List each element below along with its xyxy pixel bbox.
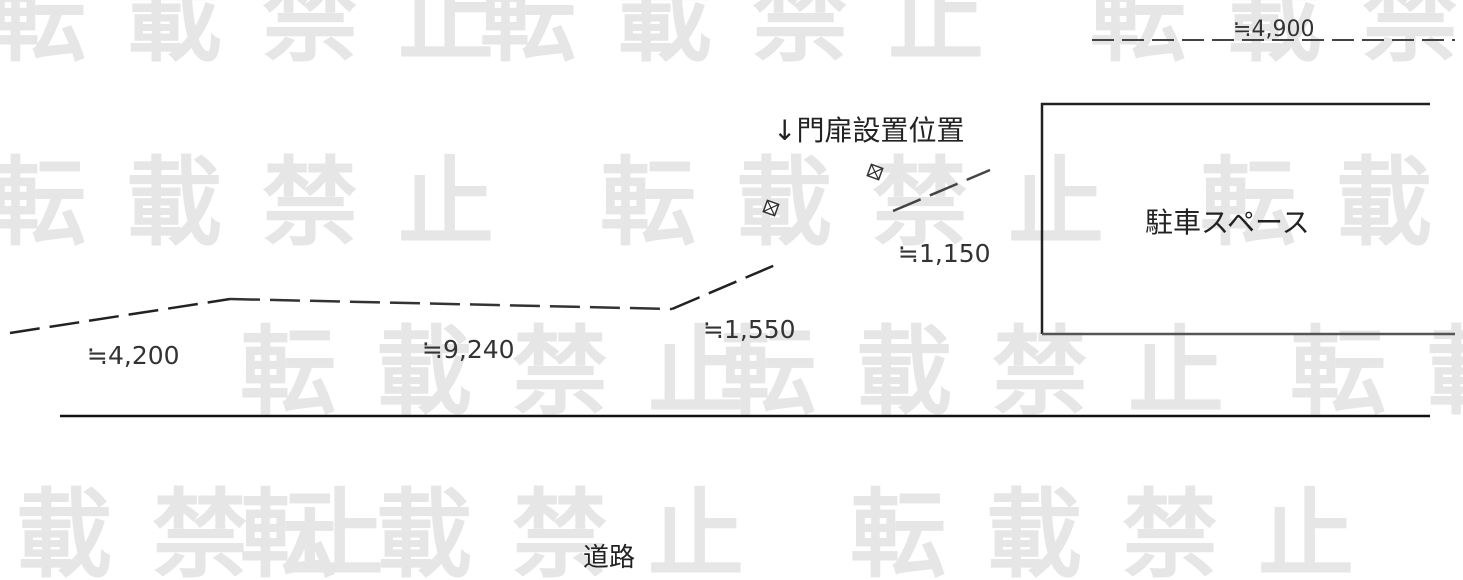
road-label: 道路 — [583, 543, 635, 573]
watermark-row-2: 転載禁止 — [0, 147, 534, 259]
parking-space — [1040, 102, 1455, 336]
watermark-row-3: 転載禁止 — [240, 316, 784, 428]
watermark-row-1c: 転載禁止 — [1090, 0, 1463, 75]
top-right-dim-label: ≒4,900 — [1233, 17, 1314, 42]
gate-post-icon — [866, 163, 884, 181]
watermark-row-1: 転載禁止 — [0, 0, 534, 75]
site-boundary — [9, 168, 991, 335]
watermark-row-1b: 転載禁止 — [480, 0, 1024, 75]
boundary-seg-2 — [229, 297, 673, 311]
parking-label: 駐車スペース — [1145, 206, 1310, 239]
watermark-row-4b: 転載禁止 — [240, 479, 784, 580]
parking-outline — [1040, 102, 1430, 334]
boundary-seg-4 — [892, 168, 991, 213]
boundary-seg-3 — [671, 261, 781, 311]
top-right-dimension: ≒4,900 — [1092, 17, 1455, 42]
watermark-row-4c: 転載禁止 — [850, 479, 1394, 580]
watermark-row-2c: 転載禁止 — [1200, 147, 1463, 259]
gate-post-icon — [762, 199, 780, 217]
dim-segment-1: ≒4,200 — [87, 341, 180, 370]
dim-segment-2: ≒9,240 — [422, 335, 515, 364]
gate-position-label: ↓門扉設置位置 — [773, 114, 964, 147]
dim-segment-4: ≒1,150 — [898, 239, 991, 268]
gate-posts — [762, 163, 884, 217]
boundary-seg-1 — [9, 297, 231, 335]
dim-segment-3: ≒1,550 — [703, 315, 796, 344]
watermark-row-2b: 転載禁止 — [600, 147, 1144, 259]
watermark-row-4: 転載禁止 — [0, 479, 424, 580]
